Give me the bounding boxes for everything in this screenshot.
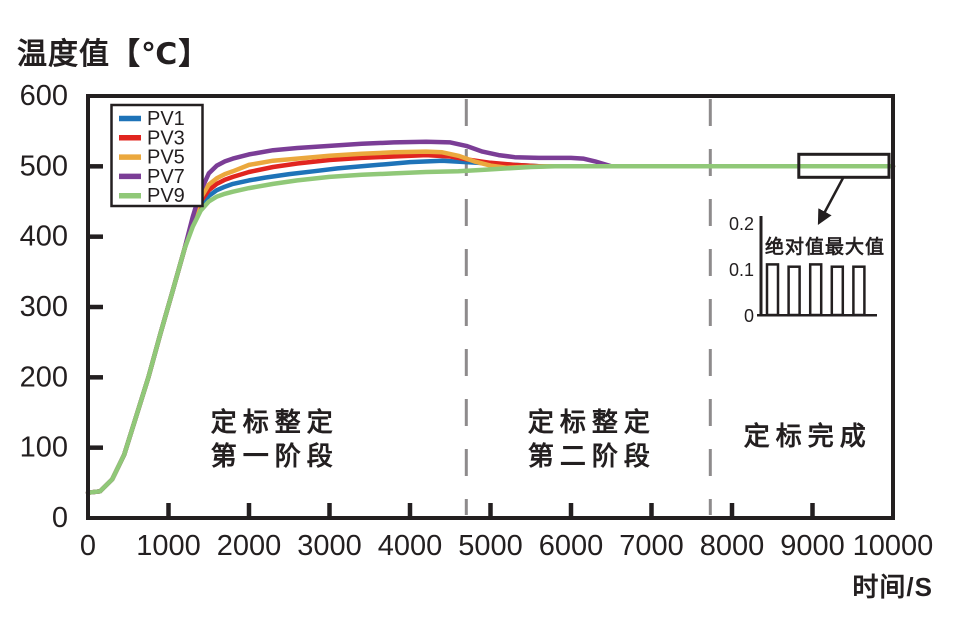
x-tick-label: 5000 bbox=[458, 530, 523, 562]
phase-label: 定标整定 bbox=[528, 407, 656, 437]
x-tick-label: 8000 bbox=[700, 530, 765, 562]
inset-y-tick-label: 0 bbox=[744, 306, 754, 326]
y-tick-label: 200 bbox=[20, 361, 68, 393]
y-tick-label: 400 bbox=[20, 221, 68, 253]
x-axis-label: 时间/S bbox=[852, 572, 933, 602]
legend-label-PV1: PV1 bbox=[147, 108, 185, 130]
annotation-arrow bbox=[817, 177, 845, 225]
phase-label: 第一阶段 bbox=[211, 441, 339, 471]
inset-bar bbox=[787, 265, 801, 317]
inset-tick-labels: 0.2 0.1 0 bbox=[729, 214, 754, 326]
legend-label-PV5: PV5 bbox=[147, 147, 185, 169]
highlight-box bbox=[797, 152, 891, 179]
inset-bar bbox=[830, 265, 845, 317]
y-tick-label: 600 bbox=[20, 80, 68, 112]
legend-label-PV7: PV7 bbox=[147, 166, 185, 188]
axis-tick-labels: 0 1000 2000 3000 4000 5000 6000 7000 8000 9000 100… bbox=[20, 80, 934, 562]
inset-bar-chart: 0.2 0.1 0 绝对值最大值 bbox=[729, 214, 885, 326]
inset-bar bbox=[765, 263, 780, 317]
series-lines bbox=[85, 139, 896, 495]
x-tick-label: 3000 bbox=[297, 530, 362, 562]
legend-label-PV9: PV9 bbox=[147, 185, 185, 207]
inset-annotation: 绝对值最大值 bbox=[765, 235, 885, 258]
x-tick-label: 7000 bbox=[619, 530, 684, 562]
x-tick-label: 4000 bbox=[378, 530, 443, 562]
y-tick-label: 300 bbox=[20, 291, 68, 323]
chart-title: 温度值【℃】 bbox=[17, 38, 209, 71]
x-tick-label: 6000 bbox=[539, 530, 604, 562]
plot-frame bbox=[86, 94, 895, 520]
axis-ticks bbox=[90, 164, 815, 516]
phase-label: 定标整定 bbox=[211, 407, 339, 437]
y-tick-label: 500 bbox=[20, 150, 68, 182]
x-tick-label: 1000 bbox=[136, 530, 201, 562]
y-tick-label: 100 bbox=[20, 432, 68, 464]
series-line-PV9 bbox=[85, 164, 896, 495]
inset-y-tick-label: 0.2 bbox=[729, 214, 754, 234]
x-tick-label: 10000 bbox=[853, 530, 934, 562]
x-tick-label: 2000 bbox=[217, 530, 282, 562]
x-tick-label: 0 bbox=[80, 530, 96, 562]
legend-label-PV3: PV3 bbox=[147, 127, 185, 149]
phase-label: 第二阶段 bbox=[528, 441, 656, 471]
phase-label: 定标完成 bbox=[744, 421, 872, 451]
inset-y-tick-label: 0.1 bbox=[729, 260, 754, 280]
inset-bar bbox=[852, 265, 866, 317]
y-tick-label: 0 bbox=[52, 502, 68, 534]
inset-bar bbox=[808, 263, 823, 317]
inset-bars bbox=[765, 263, 866, 317]
x-tick-label: 9000 bbox=[780, 530, 845, 562]
